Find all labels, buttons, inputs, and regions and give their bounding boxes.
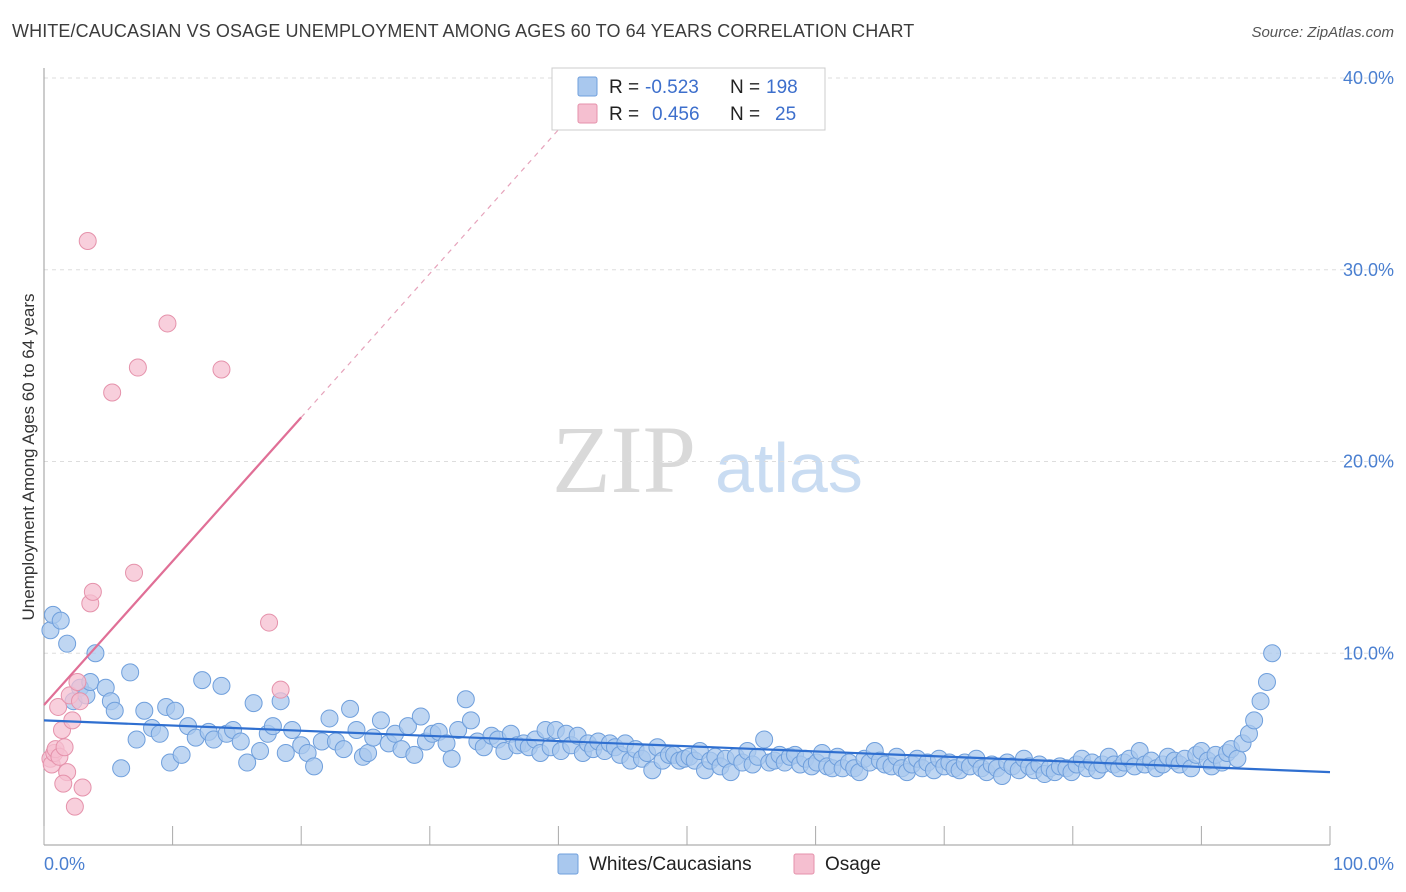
x-tick-label-max: 100.0%: [1333, 854, 1394, 874]
white-point: [166, 701, 185, 720]
osage-point: [49, 697, 68, 716]
legend-n-value-osage: 25: [775, 104, 796, 125]
osage-point: [260, 613, 279, 632]
osage-point: [271, 680, 290, 699]
white-point: [456, 690, 475, 709]
osage-point: [55, 738, 74, 757]
white-point: [251, 742, 270, 761]
white-point: [121, 663, 140, 682]
chart-title: WHITE/CAUCASIAN VS OSAGE UNEMPLOYMENT AM…: [12, 21, 915, 41]
white-point: [276, 743, 295, 762]
osage-point: [128, 358, 147, 377]
white-point: [755, 730, 774, 749]
white-point: [112, 759, 131, 778]
osage-point: [212, 360, 231, 379]
white-point: [449, 720, 468, 739]
osage-point: [83, 582, 102, 601]
white-point: [86, 644, 105, 663]
osage-point: [54, 774, 73, 793]
white-point: [347, 720, 366, 739]
white-point: [1228, 749, 1247, 768]
correlation-legend: R = -0.523 N = 198 R = 0.456 N = 25: [551, 67, 826, 131]
bottom-legend-swatch-osage: [793, 853, 815, 875]
osage-trend-extension: [300, 129, 559, 418]
x-tick-label-min: 0.0%: [44, 854, 85, 874]
y-tick-label: 30.0%: [1343, 260, 1394, 280]
osage-point: [103, 383, 122, 402]
x-axis-ticks: [43, 826, 1331, 845]
white-point: [238, 753, 257, 772]
legend-n-value-white: 198: [766, 77, 798, 98]
bottom-legend-label-white: Whites/Caucasians: [589, 854, 752, 875]
series-osage: [41, 231, 290, 816]
white-point: [1251, 692, 1270, 711]
y-tick-label: 40.0%: [1343, 68, 1394, 88]
osage-point: [158, 314, 177, 333]
white-point: [371, 711, 390, 730]
white-point: [305, 757, 324, 776]
white-point: [244, 694, 263, 713]
watermark-zip: ZIP: [552, 406, 696, 513]
bottom-legend-label-osage: Osage: [825, 854, 881, 875]
white-point: [172, 745, 191, 764]
legend-r-value-osage: 0.456: [652, 104, 700, 125]
axes: [43, 68, 1331, 846]
series-legend: Whites/Caucasians Osage: [557, 853, 881, 875]
white-point: [341, 699, 360, 718]
trend-lines: [43, 129, 1331, 774]
osage-point: [78, 231, 97, 250]
bottom-legend-swatch-white: [557, 853, 579, 875]
gridlines: [44, 77, 1394, 654]
white-point: [58, 634, 77, 653]
white-point: [442, 749, 461, 768]
white-point: [263, 717, 282, 736]
watermark: ZIP atlas: [552, 406, 863, 513]
legend-swatch-white: [577, 76, 598, 97]
osage-point: [65, 797, 84, 816]
white-point: [105, 701, 124, 720]
osage-point: [73, 778, 92, 797]
legend-r-label-osage: R =: [609, 104, 639, 125]
legend-r-label-white: R =: [609, 77, 639, 98]
white-point: [405, 745, 424, 764]
y-tick-label: 20.0%: [1343, 452, 1394, 472]
watermark-atlas: atlas: [715, 429, 863, 507]
white-trend-line: [43, 719, 1331, 774]
white-point: [193, 671, 212, 690]
source-label: Source: ZipAtlas.com: [1251, 24, 1394, 41]
legend-n-label-white: N =: [730, 77, 760, 98]
osage-point: [125, 563, 144, 582]
white-point: [334, 740, 353, 759]
white-point: [212, 676, 231, 695]
white-point: [1257, 673, 1276, 692]
white-point: [359, 743, 378, 762]
legend-n-label-osage: N =: [730, 104, 760, 125]
white-point: [461, 711, 480, 730]
white-point: [135, 701, 154, 720]
white-point: [127, 730, 146, 749]
white-point: [320, 709, 339, 728]
white-point: [1263, 644, 1282, 663]
white-point: [1245, 711, 1264, 730]
y-tick-labels: 10.0% 20.0% 30.0% 40.0%: [1343, 68, 1394, 663]
white-point: [231, 732, 250, 751]
osage-point: [71, 692, 90, 711]
legend-r-value-white: -0.523: [645, 77, 699, 98]
white-point: [411, 707, 430, 726]
osage-trend-line: [43, 416, 303, 706]
white-point: [150, 724, 169, 743]
series-whites-caucasians: [41, 605, 1282, 785]
y-tick-label: 10.0%: [1343, 643, 1394, 663]
osage-point: [68, 673, 87, 692]
white-point: [51, 611, 70, 630]
white-point: [364, 728, 383, 747]
legend-swatch-osage: [577, 103, 598, 124]
y-axis-label: Unemployment Among Ages 60 to 64 years: [19, 294, 38, 621]
